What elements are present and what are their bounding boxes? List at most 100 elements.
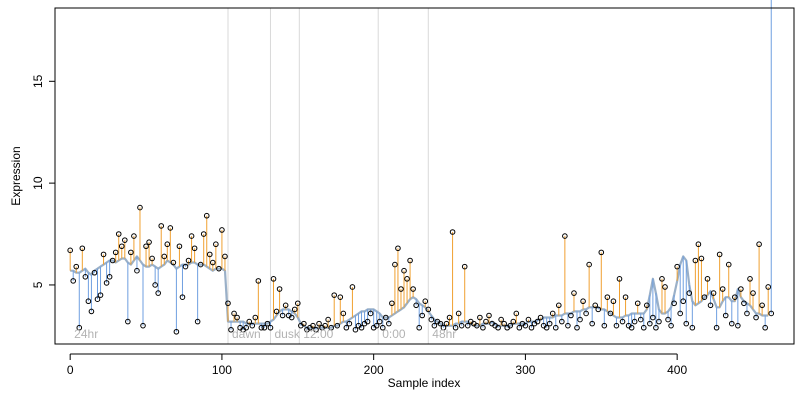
data-point	[112, 249, 119, 256]
data-point	[273, 308, 280, 315]
data-point	[234, 314, 240, 321]
data-point	[586, 261, 592, 268]
data-point	[91, 269, 98, 276]
data-point	[738, 286, 744, 292]
data-point	[401, 267, 407, 274]
data-point	[109, 257, 116, 264]
data-point	[352, 326, 359, 333]
data-point	[85, 298, 92, 305]
data-point	[750, 290, 756, 296]
data-point	[644, 302, 650, 309]
data-point	[88, 308, 95, 315]
data-point	[704, 276, 711, 282]
data-point	[728, 320, 735, 327]
data-point	[246, 318, 253, 325]
data-point	[449, 229, 456, 235]
data-point	[443, 320, 450, 327]
data-point	[452, 324, 459, 331]
data-point	[155, 290, 161, 296]
y-axis: 5 10 15	[31, 74, 56, 288]
data-point	[67, 247, 73, 254]
data-point	[555, 302, 562, 309]
data-point	[425, 306, 432, 313]
data-point	[446, 314, 453, 321]
data-point	[562, 233, 568, 239]
data-point	[407, 257, 413, 264]
data-point	[634, 300, 641, 307]
data-point	[161, 253, 168, 260]
data-point	[622, 294, 629, 300]
data-point	[231, 310, 237, 317]
data-point	[328, 324, 334, 331]
data-point	[97, 292, 104, 298]
data-point	[213, 241, 219, 248]
data-point	[137, 204, 143, 211]
segment-label: 12:00	[303, 327, 333, 341]
data-point	[507, 322, 514, 329]
data-point	[419, 312, 426, 319]
data-point	[185, 257, 192, 264]
data-point	[291, 306, 298, 313]
data-point	[146, 239, 152, 245]
data-point	[549, 310, 556, 317]
data-point	[741, 300, 747, 307]
data-point	[179, 294, 186, 300]
data-point	[725, 261, 732, 268]
data-point	[261, 324, 268, 331]
data-point	[331, 292, 338, 298]
data-point	[765, 284, 772, 290]
data-point	[461, 263, 468, 270]
data-point	[628, 324, 635, 331]
x-tick-label: 100	[212, 363, 232, 377]
data-point	[607, 310, 614, 317]
data-point	[568, 312, 574, 319]
data-point	[695, 241, 702, 248]
data-point	[386, 320, 392, 327]
data-point	[173, 328, 180, 335]
data-point	[486, 312, 492, 319]
x-tick-label: 400	[667, 363, 687, 377]
data-point	[270, 276, 277, 282]
data-point	[301, 320, 307, 327]
data-point	[631, 318, 638, 325]
data-point	[152, 282, 158, 288]
data-point	[565, 322, 571, 329]
data-point	[735, 322, 741, 329]
segment-label: 48hr	[432, 327, 456, 341]
data-point	[219, 227, 225, 233]
data-point	[255, 278, 262, 284]
data-point	[346, 320, 353, 327]
data-point	[131, 233, 137, 239]
data-point	[440, 324, 447, 331]
data-point	[501, 320, 507, 327]
data-point	[125, 318, 131, 325]
data-point	[656, 318, 662, 325]
data-point	[367, 310, 374, 317]
data-point	[637, 316, 644, 323]
data-point	[225, 300, 231, 307]
data-point	[140, 322, 146, 329]
data-point	[477, 314, 483, 321]
data-point	[668, 322, 674, 329]
data-point	[282, 302, 289, 309]
data-point	[176, 243, 183, 250]
data-point	[543, 324, 550, 331]
data-point	[194, 318, 201, 325]
data-point	[191, 245, 198, 252]
data-point	[601, 322, 608, 329]
data-point	[595, 306, 602, 313]
data-point	[528, 324, 535, 331]
data-point	[650, 314, 656, 321]
data-point	[82, 274, 89, 280]
data-point	[222, 253, 228, 260]
data-point	[534, 318, 541, 325]
data-point	[753, 314, 759, 321]
data-point	[768, 310, 775, 317]
data-point	[480, 324, 486, 331]
segment-label: 0:00	[382, 327, 406, 341]
data-point	[583, 310, 589, 317]
data-point	[349, 284, 356, 290]
data-point	[589, 320, 595, 327]
data-point	[170, 259, 177, 266]
